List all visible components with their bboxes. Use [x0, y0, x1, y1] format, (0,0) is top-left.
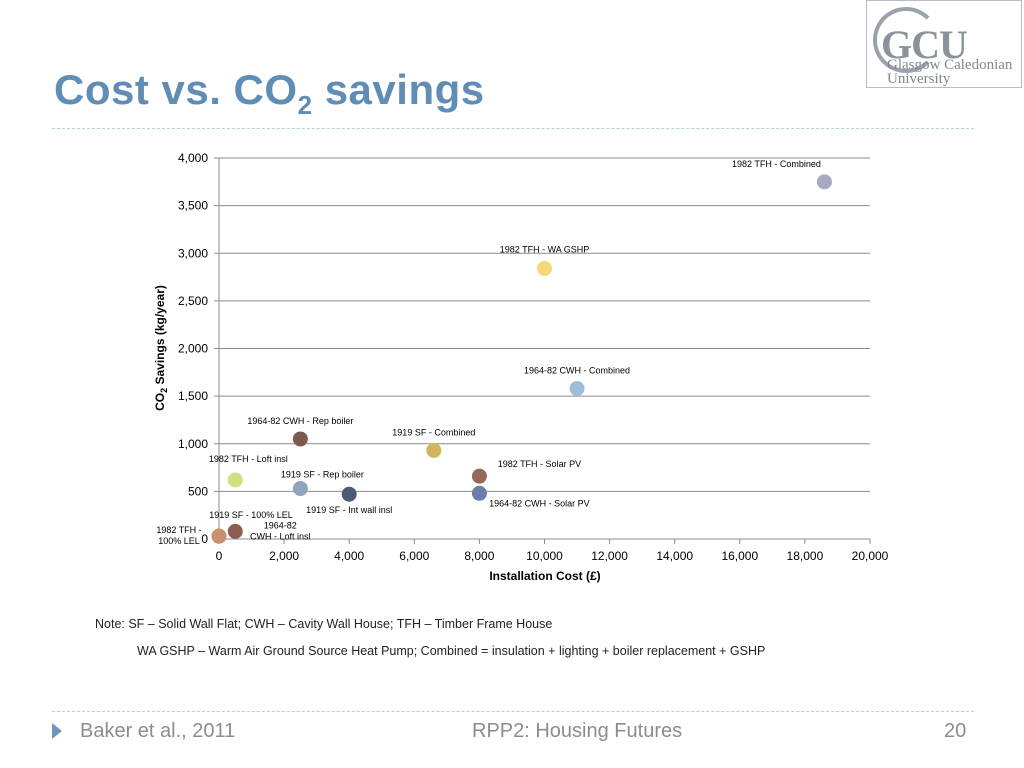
x-tick-label: 10,000 [526, 549, 563, 563]
y-axis-title-sub: 2 [159, 388, 169, 393]
y-tick-label: 1,500 [178, 389, 208, 403]
y-tick-label: 2,000 [178, 342, 208, 356]
data-point [471, 468, 487, 484]
y-axis-title: CO2 Savings (kg/year) [153, 285, 169, 411]
y-tick-label: 4,000 [178, 151, 208, 165]
y-tick-label: 3,500 [178, 199, 208, 213]
data-label: 100% LEL [158, 536, 200, 546]
data-label: 1982 TFH - Solar PV [498, 459, 581, 469]
x-tick-label: 6,000 [399, 549, 429, 563]
slide-title: Cost vs. CO2 savings [54, 66, 485, 121]
grid-lines [219, 157, 870, 492]
data-label: CWH - Loft insl [250, 531, 311, 541]
y-tick-label: 3,000 [178, 246, 208, 260]
y-tick-label: 2,500 [178, 294, 208, 308]
y-axis-title-end: Savings (kg/year) [153, 285, 167, 388]
data-point [471, 485, 487, 501]
data-point [227, 523, 243, 539]
x-tick-label: 4,000 [334, 549, 364, 563]
data-point [569, 381, 585, 397]
data-label: 1982 TFH - Combined [732, 159, 821, 169]
data-label: 1919 SF - Rep boiler [281, 470, 364, 480]
tick-labels: 0 500 1,000 1,500 2,000 2,500 3,000 3,500 4,000 0… [178, 151, 889, 563]
x-tick-label: 16,000 [721, 549, 758, 563]
data-label: 1964-82 [264, 520, 297, 530]
footer-divider [52, 711, 974, 712]
data-label: 1964-82 CWH - Solar PV [489, 498, 590, 508]
y-axis-title-main: CO [153, 393, 167, 411]
data-points [211, 174, 832, 544]
footer-citation: Baker et al., 2011 [80, 720, 236, 742]
footer-project: RPP2: Housing Futures [472, 720, 683, 742]
logo-line-2: University [887, 71, 951, 87]
axes [214, 157, 871, 544]
data-point [426, 442, 442, 458]
data-point [292, 481, 308, 497]
x-tick-label: 14,000 [656, 549, 693, 563]
data-point [537, 260, 552, 276]
logo-line-1: Glasgow Caledonian [887, 57, 1013, 73]
title-subscript: 2 [297, 90, 313, 120]
y-tick-label: 500 [188, 484, 208, 498]
x-axis-title: Installation Cost (£) [489, 569, 600, 583]
x-tick-label: 20,000 [852, 549, 889, 563]
data-label: 1982 TFH - WA GSHP [500, 244, 590, 254]
data-label: 1919 SF - Combined [392, 427, 475, 437]
note-line-2: WA GSHP – Warm Air Ground Source Heat Pu… [137, 644, 766, 658]
data-point [341, 486, 357, 502]
x-tick-label: 2,000 [269, 549, 299, 563]
footer-arrow-icon [52, 723, 62, 739]
x-tick-label: 8,000 [464, 549, 494, 563]
data-label: 1964-82 CWH - Combined [524, 366, 630, 376]
gcu-logo: GCU Glasgow Caledonian University [866, 0, 1022, 88]
y-tick-label: 0 [201, 532, 208, 546]
title-end: savings [312, 66, 485, 113]
logo-abbr: GCU [881, 22, 968, 67]
data-labels: 1982 TFH - Combined 1982 TFH - WA GSHP 196… [156, 159, 821, 546]
data-label: 1964-82 CWH - Rep boiler [247, 416, 353, 426]
y-tick-label: 1,000 [178, 437, 208, 451]
x-tick-label: 0 [216, 549, 223, 563]
data-point [227, 472, 243, 488]
data-label: 1919 SF - 100% LEL [209, 510, 293, 520]
x-tick-label: 18,000 [787, 549, 824, 563]
data-point [292, 431, 308, 447]
data-label: 1919 SF - Int wall insl [306, 505, 392, 515]
page-number: 20 [944, 720, 967, 742]
data-label: 1982 TFH - [156, 525, 201, 535]
title-divider [52, 128, 974, 129]
note-line-1: Note: SF – Solid Wall Flat; CWH – Cavity… [95, 617, 553, 631]
data-label: 1982 TFH - Loft insl [209, 454, 288, 464]
data-point [816, 174, 832, 190]
x-tick-label: 12,000 [591, 549, 628, 563]
title-main: Cost vs. CO [54, 66, 298, 113]
scatter-chart: 0 500 1,000 1,500 2,000 2,500 3,000 3,500 4,000 0… [153, 151, 889, 583]
logo-ring-icon [873, 7, 939, 73]
data-point [211, 528, 227, 544]
